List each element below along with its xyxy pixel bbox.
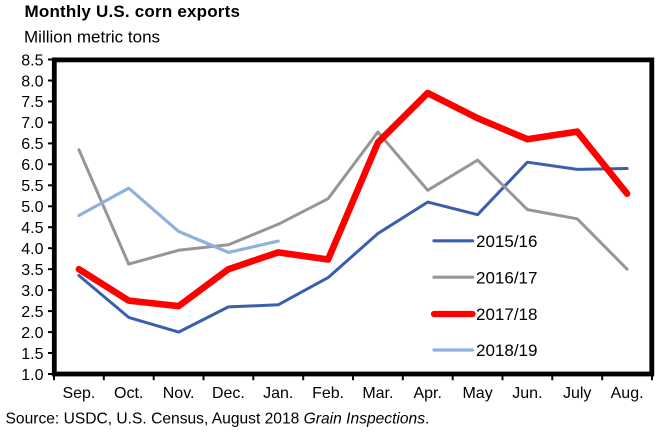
svg-text:2.5: 2.5 (21, 304, 43, 321)
svg-text:Jan.: Jan. (263, 385, 293, 402)
svg-text:2016/17: 2016/17 (476, 268, 537, 287)
svg-text:5.0: 5.0 (21, 199, 43, 216)
svg-text:Mar.: Mar. (362, 385, 393, 402)
svg-text:1.0: 1.0 (21, 367, 43, 384)
svg-text:Nov.: Nov. (163, 385, 195, 402)
svg-text:Source: USDC, U.S. Census, Aug: Source: USDC, U.S. Census, August 2018 G… (6, 411, 430, 428)
svg-text:7.0: 7.0 (21, 115, 43, 132)
svg-text:Oct.: Oct. (114, 385, 143, 402)
svg-text:1.5: 1.5 (21, 346, 43, 363)
svg-text:2.0: 2.0 (21, 325, 43, 342)
svg-text:Aug.: Aug. (611, 385, 644, 402)
svg-text:Million metric tons: Million metric tons (24, 27, 160, 46)
svg-text:2018/19: 2018/19 (476, 341, 537, 360)
svg-text:4.5: 4.5 (21, 220, 43, 237)
svg-text:Feb.: Feb. (312, 385, 344, 402)
svg-text:2017/18: 2017/18 (476, 305, 537, 324)
svg-text:6.5: 6.5 (21, 136, 43, 153)
svg-text:3.0: 3.0 (21, 283, 43, 300)
svg-text:8.5: 8.5 (21, 52, 43, 69)
svg-text:2015/16: 2015/16 (476, 232, 537, 251)
svg-text:Apr.: Apr. (413, 385, 441, 402)
svg-text:Dec.: Dec. (212, 385, 245, 402)
svg-text:Monthly U.S. corn exports: Monthly U.S. corn exports (25, 2, 241, 21)
svg-text:May: May (462, 385, 492, 402)
svg-text:Sep.: Sep. (62, 385, 95, 402)
svg-text:8.0: 8.0 (21, 73, 43, 90)
svg-text:July: July (563, 385, 591, 402)
svg-text:5.5: 5.5 (21, 178, 43, 195)
svg-text:Jun.: Jun. (512, 385, 542, 402)
svg-text:3.5: 3.5 (21, 262, 43, 279)
svg-text:6.0: 6.0 (21, 157, 43, 174)
svg-text:7.5: 7.5 (21, 94, 43, 111)
svg-text:4.0: 4.0 (21, 241, 43, 258)
